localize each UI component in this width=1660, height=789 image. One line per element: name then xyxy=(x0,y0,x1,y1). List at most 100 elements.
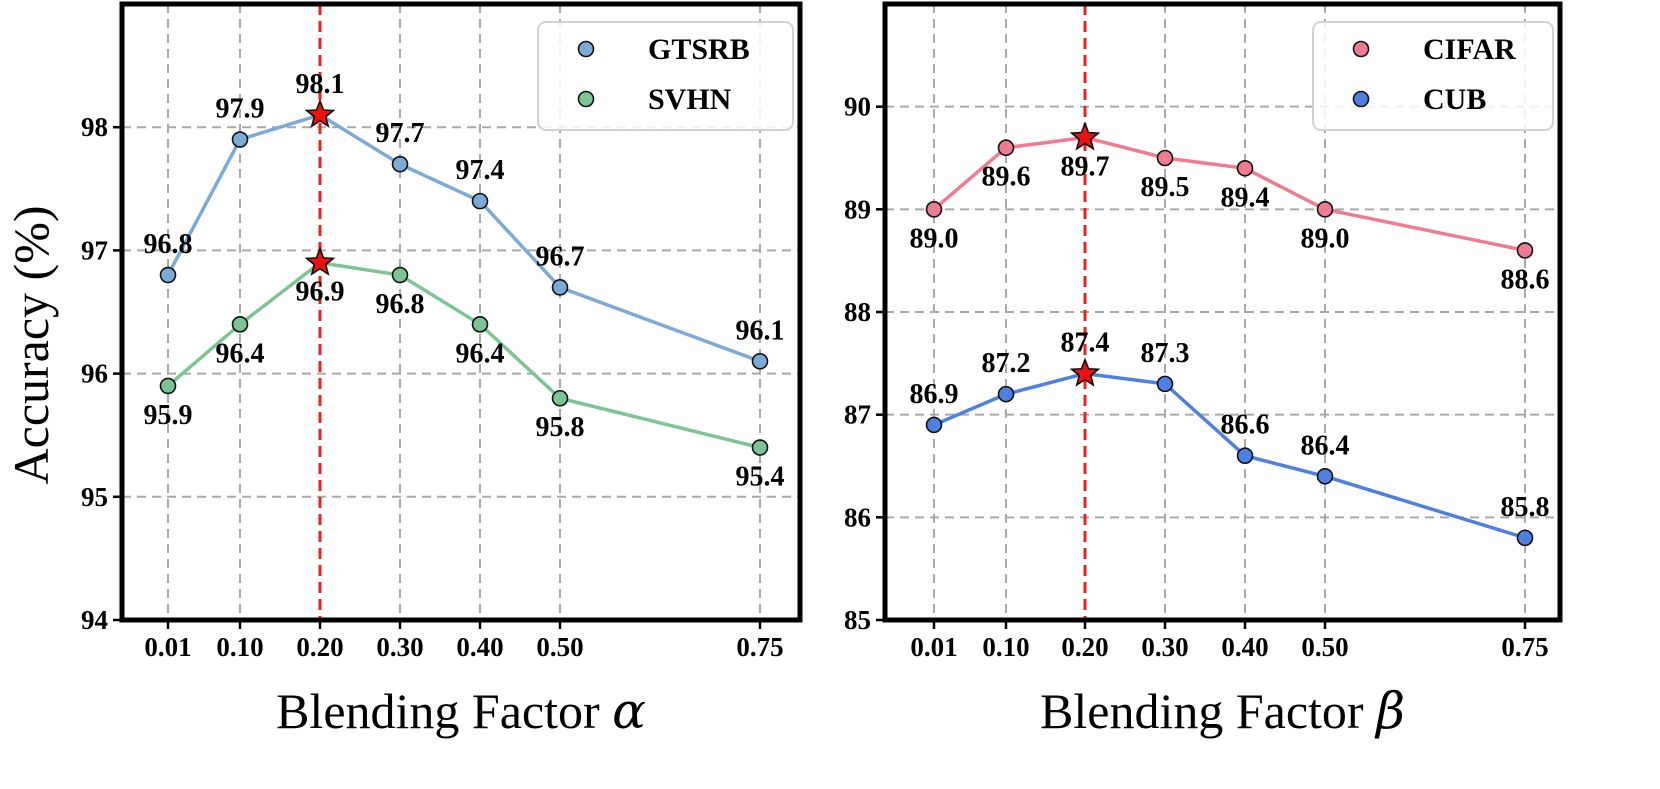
y-tick-label: 86 xyxy=(844,502,871,532)
data-point xyxy=(471,316,489,333)
legend-label: SVHN xyxy=(648,83,732,116)
data-point xyxy=(751,439,769,456)
x-axis-symbol: β xyxy=(1374,682,1405,740)
data-label: 96.8 xyxy=(376,289,425,320)
x-tick-label: 0.20 xyxy=(296,632,343,662)
data-point xyxy=(1316,201,1334,218)
x-tick-label: 0.40 xyxy=(1221,632,1268,662)
panel-beta: 89.0 89.6 89.7 89.5 89.4 89.0 88.6 86.9 87.2 87.4… xyxy=(844,1,1563,740)
data-label: 95.8 xyxy=(536,412,585,443)
data-label: 89.0 xyxy=(1301,223,1350,254)
legend-label: CIFAR xyxy=(1423,33,1516,66)
data-label: 86.9 xyxy=(910,379,959,410)
x-axis-title-text: Blending Factor xyxy=(276,683,612,739)
data-label: 85.8 xyxy=(1501,492,1550,523)
data-label: 95.4 xyxy=(736,462,785,493)
data-point xyxy=(1316,467,1334,485)
x-axis-title: Blending Factor α xyxy=(276,682,646,740)
data-point xyxy=(231,131,249,148)
data-label: 87.2 xyxy=(982,348,1031,379)
legend-box xyxy=(1312,21,1554,131)
legend-marker xyxy=(577,40,595,58)
legend-box xyxy=(537,21,794,131)
data-label: 87.4 xyxy=(1061,328,1110,359)
y-tick-label: 88 xyxy=(844,297,871,327)
y-tick-label: 89 xyxy=(844,194,871,224)
data-point xyxy=(231,316,249,333)
legend-marker xyxy=(1352,40,1370,58)
y-tick-label: 85 xyxy=(844,605,871,635)
data-label: 95.9 xyxy=(144,400,193,431)
legend-label: GTSRB xyxy=(648,33,750,66)
data-point xyxy=(751,352,769,370)
data-label: 96.9 xyxy=(296,277,345,308)
data-point xyxy=(159,377,177,395)
data-label: 88.6 xyxy=(1501,264,1550,295)
data-label: 87.3 xyxy=(1141,338,1190,369)
data-point xyxy=(997,139,1015,157)
data-label: 97.9 xyxy=(216,94,265,125)
data-point xyxy=(551,279,569,296)
data-point xyxy=(551,389,569,407)
y-tick-label: 90 xyxy=(844,92,871,122)
data-label: 89.6 xyxy=(982,162,1031,193)
data-point xyxy=(159,266,177,284)
best-point-star xyxy=(1069,121,1101,151)
legend-label: CUB xyxy=(1423,83,1486,116)
data-point xyxy=(1516,529,1534,547)
data-label: 96.7 xyxy=(536,241,585,272)
y-tick-label: 94 xyxy=(81,605,108,635)
data-label: 89.5 xyxy=(1141,172,1190,203)
legend-marker xyxy=(577,90,595,108)
data-point xyxy=(1236,447,1254,465)
x-tick-label: 0.30 xyxy=(1141,632,1188,662)
x-tick-label: 0.20 xyxy=(1061,632,1108,662)
x-axis-title-text: Blending Factor xyxy=(1040,683,1376,739)
data-point xyxy=(1156,149,1174,167)
y-tick-label: 87 xyxy=(844,400,871,430)
best-point-star xyxy=(304,98,336,129)
data-point xyxy=(925,416,943,434)
data-point xyxy=(471,192,489,210)
x-tick-label: 0.30 xyxy=(376,632,423,662)
y-tick-label: 97 xyxy=(81,235,108,265)
data-point xyxy=(925,201,943,218)
series-line-gtsrb xyxy=(166,113,761,363)
x-tick-label: 0.01 xyxy=(910,632,957,662)
best-point-star xyxy=(1069,357,1101,387)
data-label: 96.4 xyxy=(456,338,505,369)
data-label: 97.7 xyxy=(376,118,425,149)
x-tick-label: 0.10 xyxy=(982,632,1029,662)
data-point xyxy=(1236,159,1254,177)
x-axis-title: Blending Factor β xyxy=(1040,682,1405,740)
data-point xyxy=(391,155,409,173)
panel-alpha: 96.8 97.9 98.1 97.7 97.4 96.7 96.1 95.9 96.4 96.9… xyxy=(81,1,803,740)
data-label: 89.7 xyxy=(1061,151,1110,182)
x-tick-label: 0.01 xyxy=(144,632,191,662)
y-axis-title: Accuracy (%) xyxy=(3,206,59,485)
y-tick-label: 95 xyxy=(81,482,108,512)
data-label: 96.8 xyxy=(144,229,193,260)
legend-marker xyxy=(1352,90,1370,108)
data-label: 98.1 xyxy=(296,69,345,100)
data-point xyxy=(391,266,409,284)
x-tick-label: 0.75 xyxy=(736,632,783,662)
x-tick-label: 0.50 xyxy=(1301,632,1348,662)
plot-frame xyxy=(119,1,803,623)
x-tick-label: 0.75 xyxy=(1501,632,1548,662)
x-tick-label: 0.10 xyxy=(216,632,263,662)
data-point xyxy=(1516,242,1534,259)
x-tick-label: 0.40 xyxy=(456,632,503,662)
x-tick-label: 0.50 xyxy=(536,632,583,662)
data-label: 86.4 xyxy=(1301,430,1350,461)
series-line-cub xyxy=(933,371,1526,540)
y-tick-label: 96 xyxy=(81,359,108,389)
data-point xyxy=(1156,375,1174,393)
data-point xyxy=(997,385,1015,403)
data-label: 89.0 xyxy=(910,223,959,254)
y-tick-label: 98 xyxy=(81,112,108,142)
data-label: 89.4 xyxy=(1221,182,1270,213)
x-axis-symbol: α xyxy=(612,682,646,740)
data-label: 96.1 xyxy=(736,315,785,346)
